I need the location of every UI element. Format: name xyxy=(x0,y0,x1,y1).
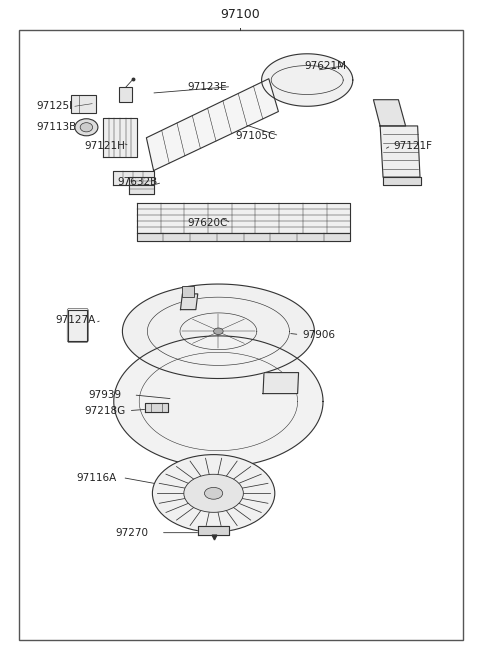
Polygon shape xyxy=(380,126,420,177)
Text: 97113B: 97113B xyxy=(36,122,76,133)
Polygon shape xyxy=(137,203,350,233)
Polygon shape xyxy=(129,177,154,194)
Text: 97105C: 97105C xyxy=(235,131,276,141)
FancyBboxPatch shape xyxy=(71,95,96,113)
Polygon shape xyxy=(145,403,168,412)
Polygon shape xyxy=(114,336,323,467)
Polygon shape xyxy=(198,526,229,535)
Ellipse shape xyxy=(204,487,223,499)
Text: 97100: 97100 xyxy=(220,8,260,21)
Polygon shape xyxy=(113,171,154,185)
Text: 97620C: 97620C xyxy=(187,218,228,228)
Text: 97939: 97939 xyxy=(89,390,122,400)
Ellipse shape xyxy=(184,474,243,512)
FancyBboxPatch shape xyxy=(182,286,194,297)
Ellipse shape xyxy=(152,455,275,532)
Text: 97125F: 97125F xyxy=(36,101,75,112)
Text: 97127A: 97127A xyxy=(55,315,96,325)
Polygon shape xyxy=(373,100,406,126)
Text: 97121H: 97121H xyxy=(84,140,125,151)
Text: 97632B: 97632B xyxy=(118,177,158,188)
Polygon shape xyxy=(262,54,353,106)
Ellipse shape xyxy=(75,119,98,136)
FancyBboxPatch shape xyxy=(119,87,132,102)
Polygon shape xyxy=(122,284,314,379)
Polygon shape xyxy=(263,373,299,394)
Text: 97123E: 97123E xyxy=(187,81,227,92)
Text: 97906: 97906 xyxy=(302,329,336,340)
Text: 97116A: 97116A xyxy=(77,472,117,483)
Text: 97270: 97270 xyxy=(115,527,148,538)
Polygon shape xyxy=(68,310,87,341)
Polygon shape xyxy=(146,79,278,171)
Polygon shape xyxy=(383,177,421,185)
Text: 97218G: 97218G xyxy=(84,405,125,416)
Ellipse shape xyxy=(80,123,93,132)
Polygon shape xyxy=(103,118,137,157)
Text: 97621M: 97621M xyxy=(305,60,347,71)
Ellipse shape xyxy=(214,328,223,335)
Polygon shape xyxy=(180,294,198,310)
Polygon shape xyxy=(137,233,350,241)
Text: 97121F: 97121F xyxy=(394,140,432,151)
